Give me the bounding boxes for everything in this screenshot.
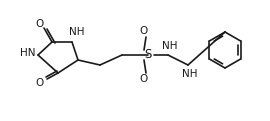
Text: O: O [35, 19, 43, 29]
Text: NH: NH [162, 41, 178, 51]
Text: O: O [35, 78, 43, 88]
Text: NH: NH [182, 69, 198, 79]
Text: O: O [140, 26, 148, 36]
Text: S: S [144, 49, 152, 61]
Text: NH: NH [69, 27, 85, 37]
Text: HN: HN [20, 48, 36, 58]
Text: O: O [140, 74, 148, 84]
